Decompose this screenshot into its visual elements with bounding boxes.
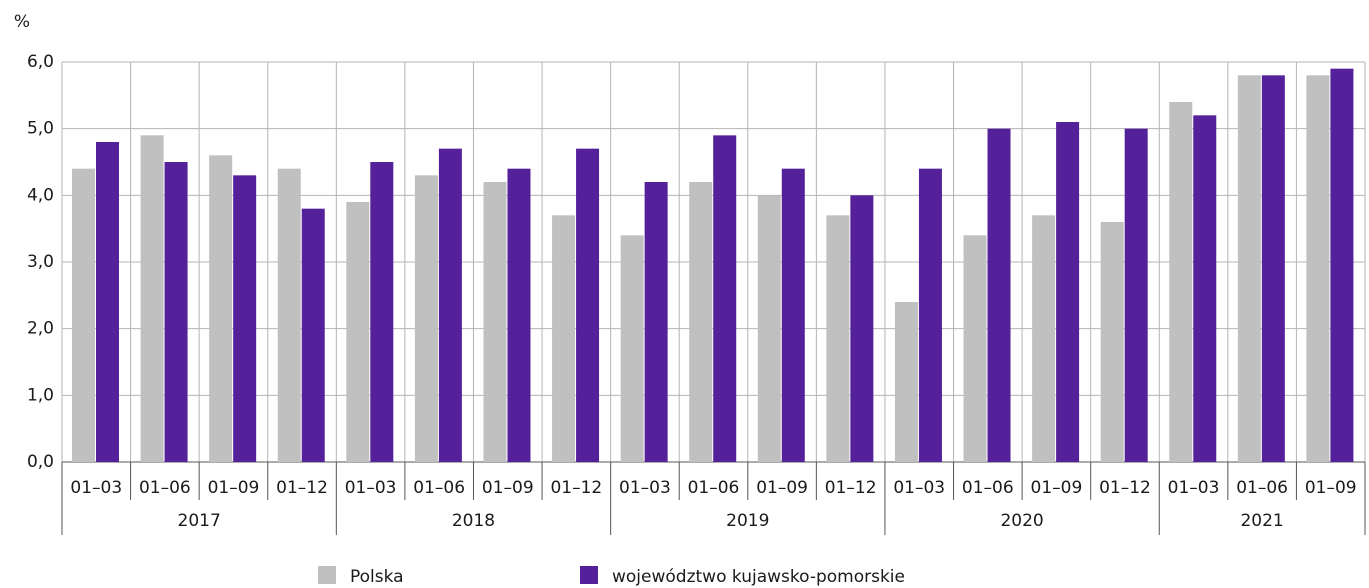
y-tick-label: 1,0 [27,385,54,405]
bar [1100,222,1124,462]
bar [483,182,507,462]
bar [826,215,850,462]
x-tick-label: 01–03 [70,478,122,498]
bar [757,195,781,463]
group-label: 2018 [452,511,495,531]
bar [414,175,438,463]
x-tick-label: 01–06 [1236,478,1288,498]
bar [346,202,370,462]
legend-label: Polska [350,567,404,587]
bar [72,168,95,462]
bar [552,215,576,462]
bar [164,162,188,462]
x-tick-label: 01–12 [276,478,328,498]
x-tick-label: 01–03 [345,478,397,498]
x-tick-label: 01–06 [962,478,1014,498]
group-label: 2021 [1240,511,1283,531]
y-tick-label: 3,0 [27,252,54,272]
x-tick-label: 01–06 [139,478,191,498]
group-label: 2019 [726,511,769,531]
bar [1169,102,1193,462]
bar [644,182,668,462]
bar [576,148,600,462]
x-tick-label: 01–03 [1168,478,1220,498]
y-tick-label: 6,0 [27,52,54,72]
x-tick-label: 01–12 [1099,478,1151,498]
bar [987,128,1011,462]
bar [850,195,874,463]
bar [96,142,119,462]
bar [277,168,301,462]
bar [1032,215,1056,462]
bar [370,162,394,462]
group-label: 2017 [178,511,221,531]
x-tick-label: 01–12 [550,478,602,498]
legend-label: województwo kujawsko-pomorskie [612,567,905,587]
y-tick-label: 0,0 [27,452,54,472]
y-tick-label: 2,0 [27,319,54,339]
bar [233,175,257,463]
bar [140,135,164,463]
bar [1193,115,1217,462]
bar [507,168,531,462]
x-tick-label: 01–09 [1031,478,1083,498]
bar [918,168,942,462]
bar [713,135,737,463]
y-tick-label: 5,0 [27,119,54,139]
bar [1124,128,1148,462]
bar [781,168,805,462]
x-tick-label: 01–06 [413,478,465,498]
x-tick-label: 01–12 [825,478,877,498]
x-tick-label: 01–03 [893,478,945,498]
y-tick-label: 4,0 [27,185,54,205]
y-axis-label: % [14,12,30,32]
group-label: 2020 [1000,511,1043,531]
bar [301,208,325,462]
bar [963,235,987,462]
bar [1306,75,1330,462]
bar [1237,75,1261,462]
legend-swatch [318,566,336,584]
bar [438,148,462,462]
x-tick-label: 01–03 [619,478,671,498]
x-tick-label: 01–06 [688,478,740,498]
bar [209,155,233,463]
bar [1261,75,1285,462]
bar [1056,122,1080,462]
bar [894,302,918,462]
x-tick-label: 01–09 [1305,478,1357,498]
x-tick-label: 01–09 [756,478,808,498]
x-tick-label: 01–09 [208,478,260,498]
bar [620,235,644,462]
x-tick-label: 01–09 [482,478,534,498]
legend-swatch [580,566,598,584]
bar [1330,68,1354,463]
bar [689,182,713,462]
